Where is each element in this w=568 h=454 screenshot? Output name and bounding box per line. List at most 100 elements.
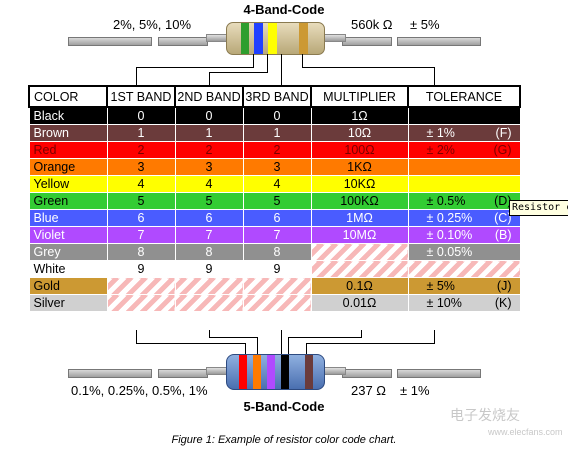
five-band-right-scale-bar: [342, 369, 392, 378]
five-band-title: 5-Band-Code: [243, 399, 325, 414]
connector-line: [434, 330, 435, 344]
connector-line: [281, 54, 282, 85]
five-band-band-3: [267, 355, 275, 389]
band-2-digit: 6: [174, 209, 244, 227]
four-band-right-lead: [322, 34, 346, 42]
connector-line: [136, 67, 137, 85]
five-band-tolerance: ± 1%: [400, 383, 430, 398]
band-1-digit: 5: [106, 192, 176, 210]
tolerance-value: ± 5% (J): [407, 277, 521, 295]
five-band-tolerance-options: 0.1%, 0.25%, 0.5%, 1%: [71, 383, 208, 398]
color-name: Red: [28, 141, 108, 159]
tolerance-value: [407, 175, 521, 193]
table-row: Violet 7 7 7 10MΩ ± 0.10% (B): [28, 226, 521, 244]
table-row: Grey 8 8 8 ± 0.05%: [28, 243, 521, 261]
multiplier-value: 100KΩ: [310, 192, 409, 210]
connector-line: [253, 54, 254, 68]
four-band-band-4: [299, 23, 308, 54]
connector-line: [267, 54, 268, 73]
band-2-digit: 4: [174, 175, 244, 193]
tolerance-value: ± 0.5% (D): [407, 192, 521, 210]
tolerance-percent: ± 0.10%: [426, 228, 473, 242]
band-3-digit: 9: [242, 260, 312, 278]
band-2-digit: 9: [174, 260, 244, 278]
connector-line: [288, 337, 361, 338]
table-row: Green 5 5 5 100KΩ ± 0.5% (D): [28, 192, 521, 210]
tolerance-percent: ± 0.5%: [426, 194, 466, 208]
color-name: Silver: [28, 294, 108, 312]
connector-line: [245, 343, 246, 355]
table-header-row: COLOR 1ST BAND 2ND BAND 3RD BAND MULTIPL…: [28, 85, 521, 108]
tolerance-percent: ± 2%: [426, 143, 455, 157]
tolerance-value: [407, 106, 521, 125]
four-band-resistor-body: [226, 22, 325, 55]
color-name: Orange: [28, 158, 108, 176]
tolerance-percent: ± 10%: [426, 296, 462, 310]
tolerance-code: (C): [494, 211, 512, 225]
band-2-digit: [174, 294, 244, 312]
tolerance-code: (K): [494, 296, 512, 310]
band-1-digit: 7: [106, 226, 176, 244]
band-2-digit: 7: [174, 226, 244, 244]
tolerance-code: (J): [496, 279, 512, 293]
band-3-digit: [242, 277, 312, 295]
band-1-digit: 2: [106, 141, 176, 159]
four-band-value: 560k Ω: [351, 17, 393, 32]
five-band-band-4: [281, 355, 289, 389]
connector-line: [136, 67, 253, 68]
five-band-right-lead: [322, 367, 346, 375]
table-row: Brown 1 1 1 10Ω ± 1% (F): [28, 124, 521, 142]
band-3-digit: 7: [242, 226, 312, 244]
color-name: Green: [28, 192, 108, 210]
tolerance-value: ± 1% (F): [407, 124, 521, 142]
five-band-right-scale-bar-2: [397, 369, 481, 378]
four-band-right-scale-bar: [342, 37, 392, 46]
watermark-logo: 电子发烧友: [450, 407, 520, 423]
table-row: Black 0 0 0 1Ω: [28, 106, 521, 125]
band-1-digit: 1: [106, 124, 176, 142]
connector-line: [209, 72, 210, 85]
tolerance-percent: ± 1%: [426, 126, 455, 140]
band-3-digit: 8: [242, 243, 312, 261]
band-2-digit: 0: [174, 106, 244, 125]
table-row: Yellow 4 4 4 10KΩ: [28, 175, 521, 193]
band-2-digit: 5: [174, 192, 244, 210]
band-3-digit: [242, 294, 312, 312]
tolerance-percent: ± 0.05%: [426, 245, 473, 259]
color-name: Violet: [28, 226, 108, 244]
band-1-digit: 3: [106, 158, 176, 176]
connector-line: [288, 337, 289, 355]
color-name: Black: [28, 106, 108, 125]
color-name: Blue: [28, 209, 108, 227]
four-band-band-3: [268, 23, 277, 54]
connector-line: [281, 330, 282, 355]
multiplier-value: 100Ω: [310, 141, 409, 159]
five-band-band-5: [305, 355, 313, 389]
tolerance-percent: ± 5%: [426, 279, 455, 293]
band-1-digit: [106, 277, 176, 295]
five-band-band-2: [253, 355, 261, 389]
connector-line: [361, 330, 362, 338]
tolerance-value: ± 0.10% (B): [407, 226, 521, 244]
band-3-digit: 2: [242, 141, 312, 159]
connector-line: [209, 337, 257, 338]
multiplier-value: 0.1Ω: [310, 277, 409, 295]
four-band-band-2: [254, 23, 263, 54]
table-row: Blue 6 6 6 1MΩ ± 0.25% (C): [28, 209, 521, 227]
connector-line: [136, 343, 245, 344]
color-name: Yellow: [28, 175, 108, 193]
five-band-band-1: [239, 355, 247, 389]
band-1-digit: 6: [106, 209, 176, 227]
band-1-digit: 0: [106, 106, 176, 125]
tolerance-code: (B): [494, 228, 512, 242]
five-band-resistor-body: [226, 354, 325, 390]
band-2-digit: 2: [174, 141, 244, 159]
multiplier-value: 1Ω: [310, 106, 409, 125]
tolerance-code: (D): [494, 194, 512, 208]
band-2-digit: 3: [174, 158, 244, 176]
four-band-title: 4-Band-Code: [243, 2, 325, 17]
multiplier-value: 1KΩ: [310, 158, 409, 176]
connector-line: [136, 330, 137, 344]
tolerance-value: ± 10% (K): [407, 294, 521, 312]
multiplier-value: 10KΩ: [310, 175, 409, 193]
